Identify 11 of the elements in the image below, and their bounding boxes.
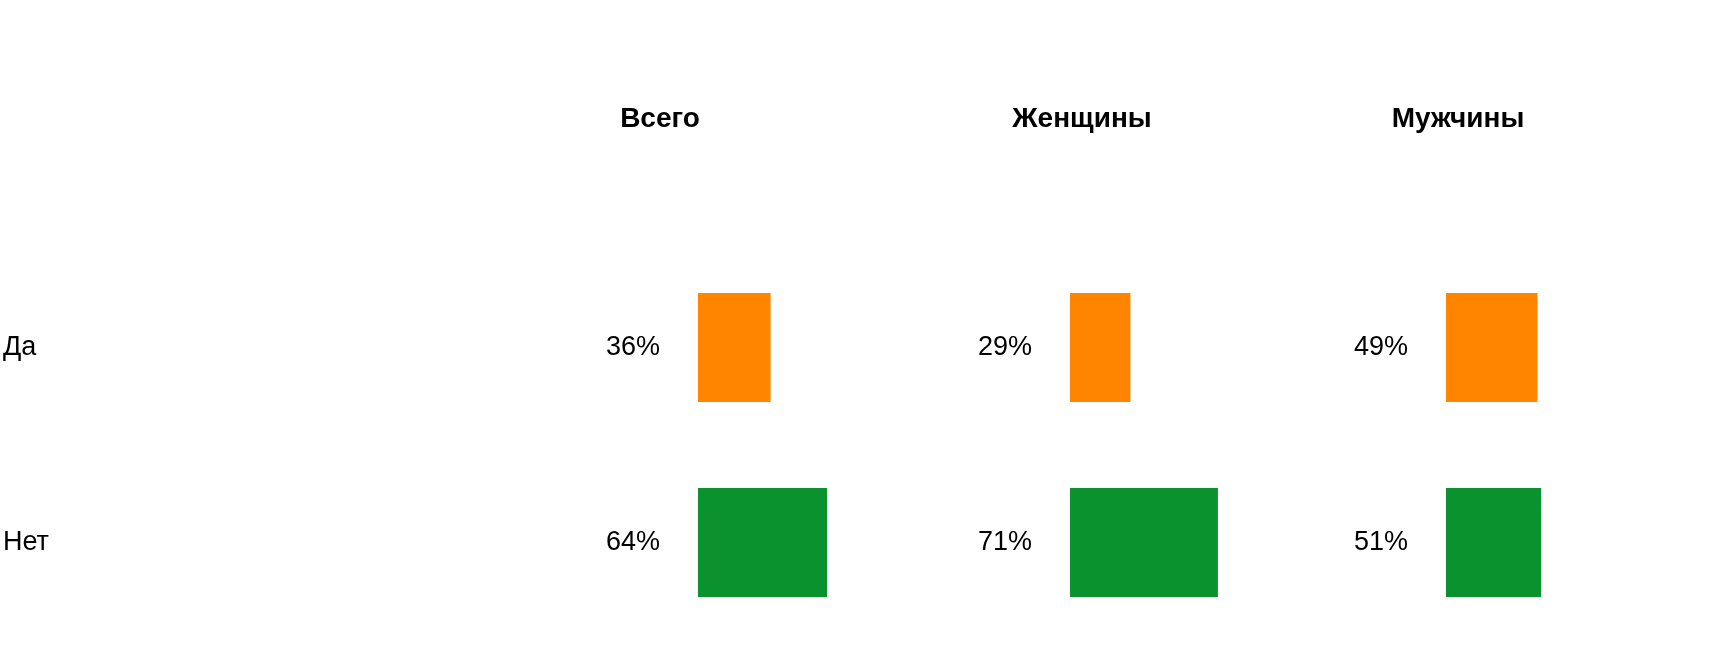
- data-label: 64%: [605, 525, 660, 556]
- chart-title: Всего: [620, 101, 700, 133]
- chart-title: Женщины: [1011, 101, 1152, 133]
- data-label: 49%: [1353, 330, 1408, 361]
- chart-title: Мужчины: [1391, 101, 1525, 133]
- data-label: 36%: [605, 330, 660, 361]
- y-tick-label: Да: [3, 330, 38, 361]
- y-tick-label: Нет: [3, 525, 49, 556]
- data-label: 71%: [977, 525, 1032, 556]
- data-label: 51%: [1353, 525, 1408, 556]
- data-label: 29%: [977, 330, 1032, 361]
